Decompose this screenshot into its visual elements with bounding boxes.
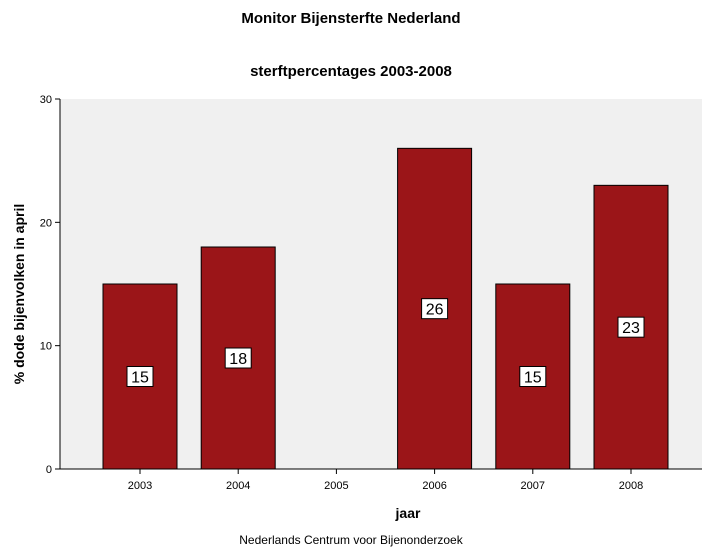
data-label-box xyxy=(224,347,252,369)
chart-subtitle: sterftpercentages 2003-2008 xyxy=(250,63,452,80)
y-tick-label: 20 xyxy=(40,217,52,229)
data-label-box xyxy=(617,316,645,338)
y-tick-label: 30 xyxy=(40,94,52,106)
x-tick-label: 2005 xyxy=(324,480,348,492)
y-axis-label: % dode bijenvolken in april xyxy=(11,204,27,384)
x-tick-label: 2008 xyxy=(619,480,643,492)
footer-source: Nederlands Centrum voor Bijenonderzoek xyxy=(239,533,463,547)
x-axis-label: jaar xyxy=(395,505,421,521)
x-tick-label: 2007 xyxy=(521,480,545,492)
bar-group: 15 18 26 15 23 xyxy=(102,147,669,470)
data-label: 18 xyxy=(229,351,247,368)
chart-title: Monitor Bijensterfte Nederland xyxy=(241,10,461,27)
data-label: 26 xyxy=(426,302,444,319)
data-label-box xyxy=(126,366,154,387)
x-tick-label: 2003 xyxy=(128,480,152,492)
x-ticks: 2003 2004 2005 2006 2007 2008 xyxy=(128,469,643,492)
data-label-box xyxy=(519,366,547,387)
x-tick-label: 2004 xyxy=(226,480,250,492)
data-label: 23 xyxy=(622,320,640,337)
y-tick-label: 10 xyxy=(40,341,52,353)
y-ticks: 0 10 20 30 xyxy=(40,94,60,476)
data-label: 15 xyxy=(131,370,149,387)
data-label-box xyxy=(421,298,449,320)
y-tick-label: 0 xyxy=(46,464,52,476)
x-tick-label: 2006 xyxy=(422,480,446,492)
data-label: 15 xyxy=(524,370,542,387)
